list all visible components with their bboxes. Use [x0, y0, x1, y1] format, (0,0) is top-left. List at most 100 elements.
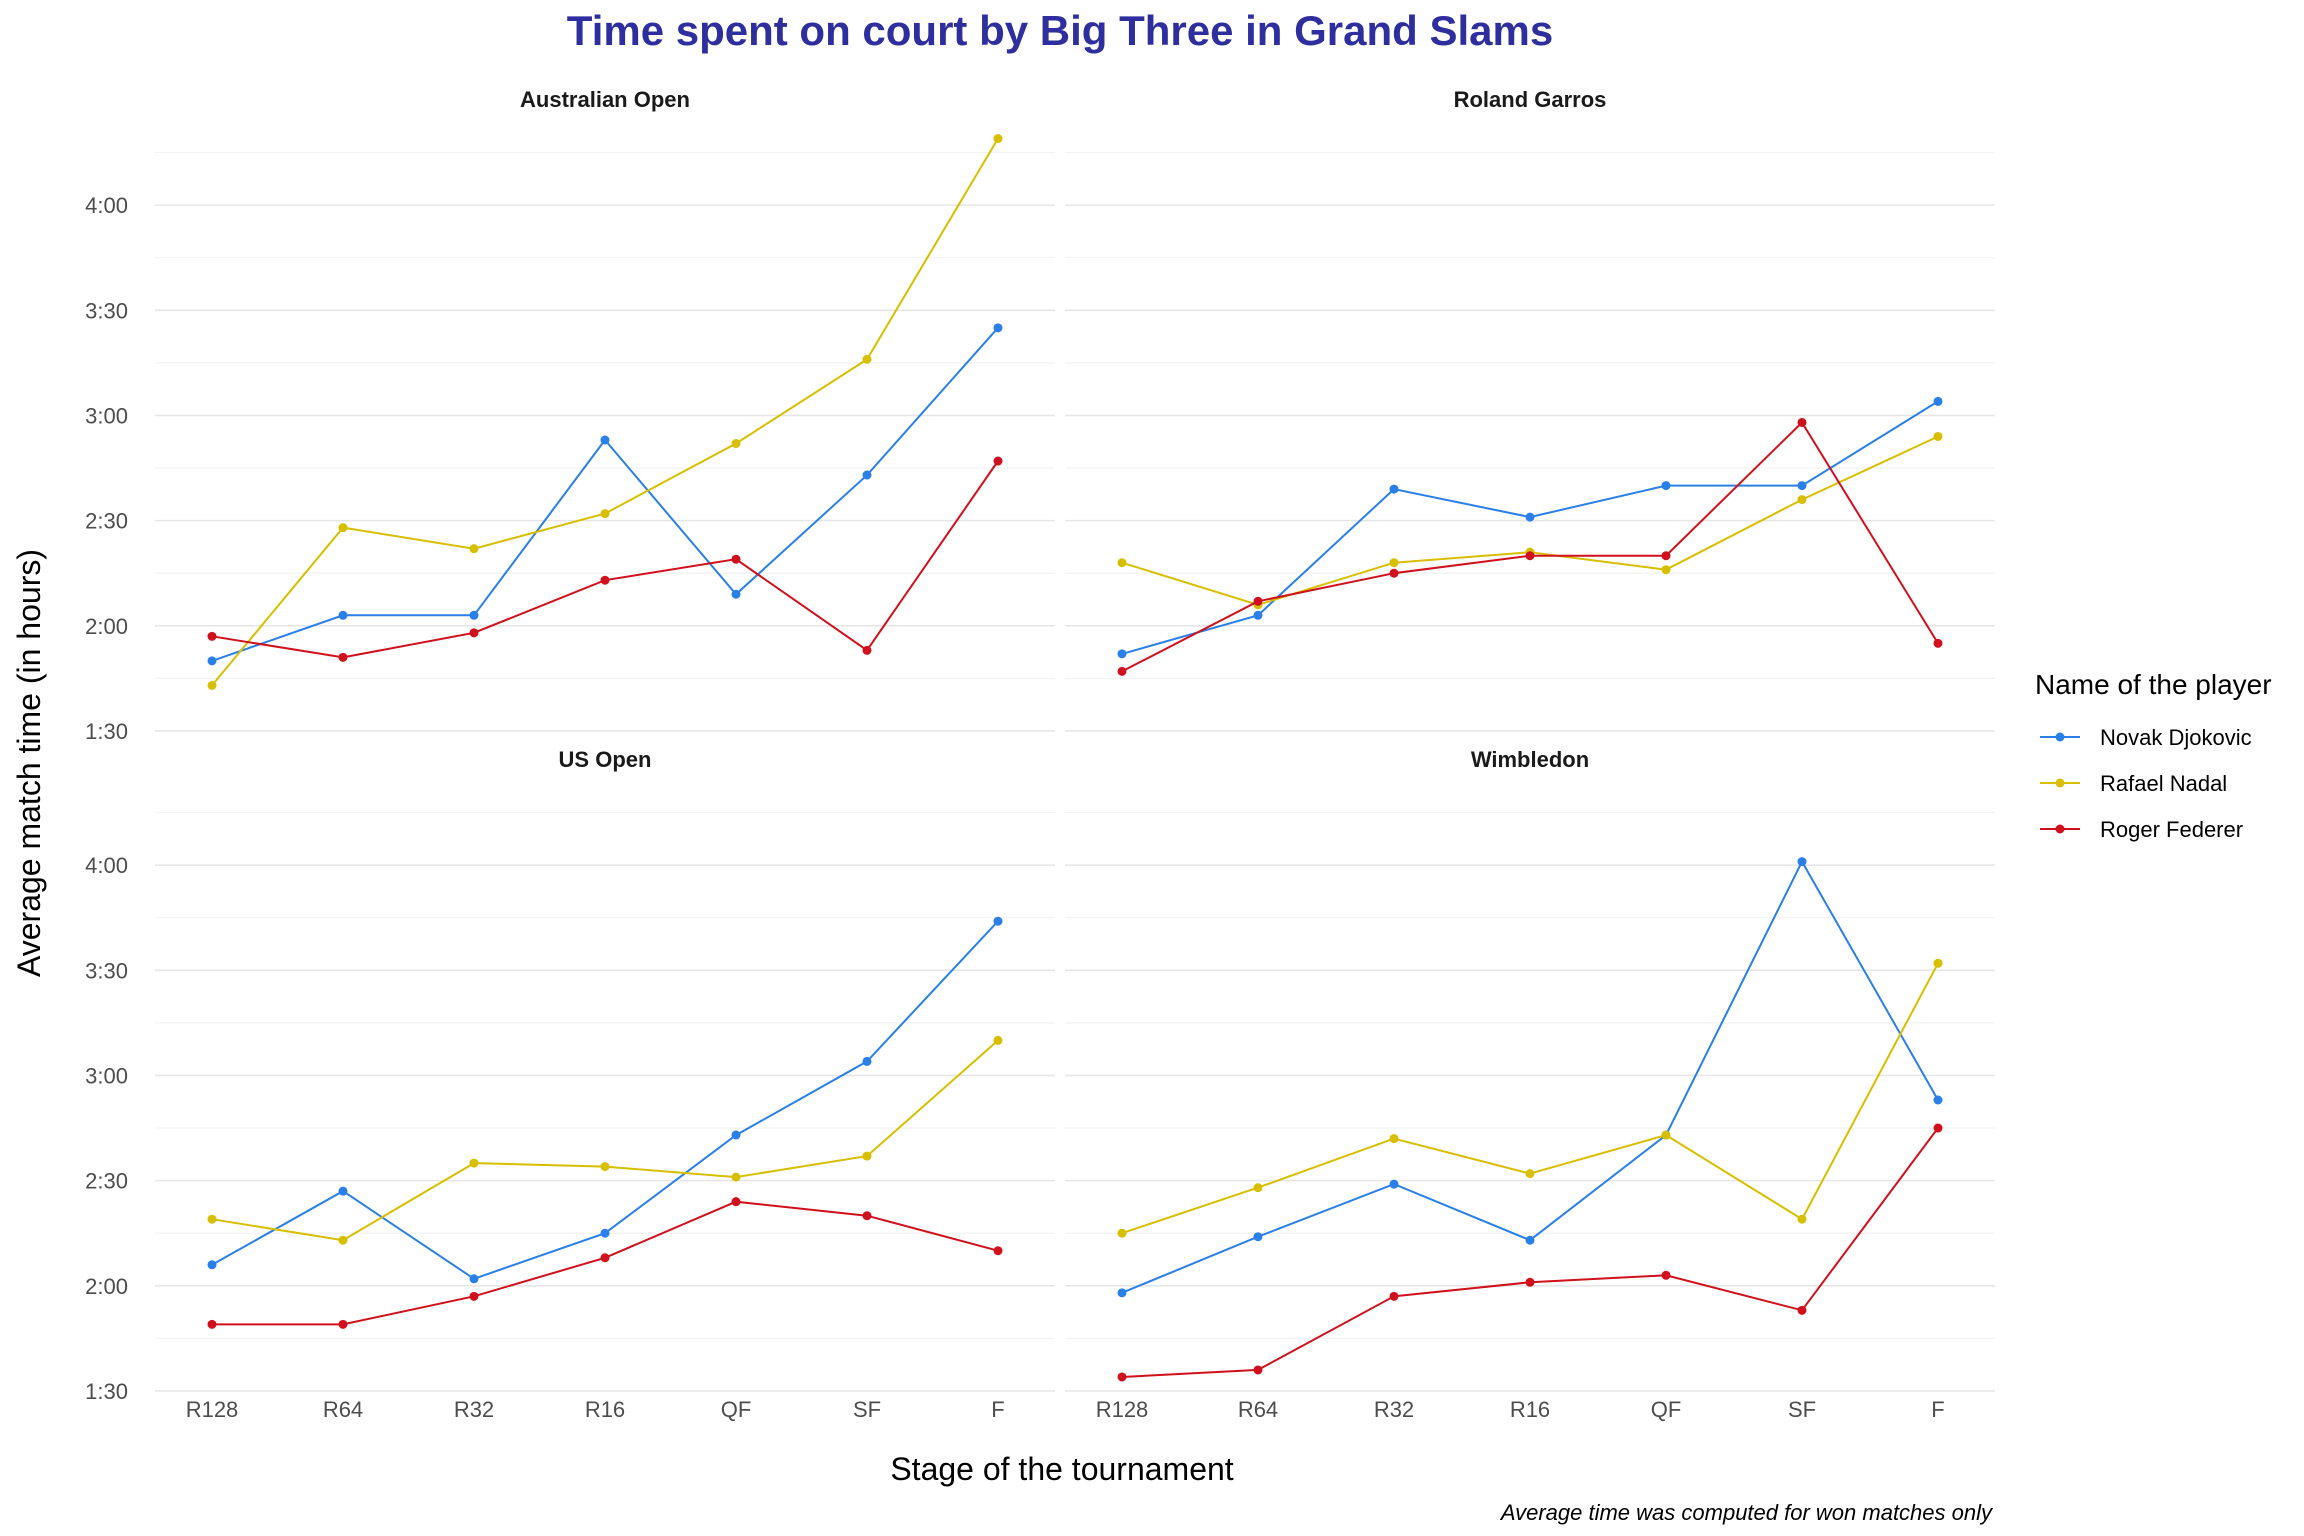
x-axis-title: Stage of the tournament	[890, 1451, 1233, 1487]
data-point	[1661, 1130, 1671, 1140]
x-tick-label: F	[1931, 1397, 1944, 1422]
data-point	[1253, 1183, 1263, 1193]
data-point	[338, 1319, 348, 1329]
data-point	[1117, 1372, 1127, 1382]
data-point	[600, 1162, 610, 1172]
data-point	[1797, 1214, 1807, 1224]
data-point	[993, 1035, 1003, 1045]
legend-item: Novak Djokovic	[2040, 725, 2252, 750]
data-point	[1117, 649, 1127, 659]
data-point	[1389, 568, 1399, 578]
data-point	[862, 645, 872, 655]
data-point	[469, 1274, 479, 1284]
data-point	[1933, 958, 1943, 968]
x-tick-label: R32	[454, 1397, 494, 1422]
data-point	[207, 1319, 217, 1329]
y-tick-label: 3:00	[85, 1063, 128, 1088]
data-point	[1525, 1169, 1535, 1179]
x-tick-label: SF	[853, 1397, 881, 1422]
x-tick-label: R128	[1096, 1397, 1149, 1422]
data-point	[1389, 1291, 1399, 1301]
data-point	[338, 523, 348, 533]
data-point	[1661, 565, 1671, 575]
data-point	[207, 680, 217, 690]
data-point	[1797, 857, 1807, 867]
chart-title: Time spent on court by Big Three in Gran…	[567, 7, 1553, 54]
y-tick-label: 3:30	[85, 958, 128, 983]
data-point	[1933, 431, 1943, 441]
data-point	[1933, 1095, 1943, 1105]
data-point	[1797, 417, 1807, 427]
data-point	[1117, 558, 1127, 568]
x-tick-label: R16	[585, 1397, 625, 1422]
data-point	[1933, 1123, 1943, 1133]
x-tick-label: R32	[1374, 1397, 1414, 1422]
data-point	[731, 554, 741, 564]
data-point	[207, 1260, 217, 1270]
data-point	[1389, 484, 1399, 494]
data-point	[600, 1228, 610, 1238]
data-point	[1661, 481, 1671, 491]
data-point	[1933, 638, 1943, 648]
data-point	[993, 323, 1003, 333]
y-tick-label: 3:30	[85, 298, 128, 323]
series-line-novak-djokovic	[1121, 400, 1939, 655]
legend-key-point	[2055, 824, 2065, 834]
data-point	[207, 1214, 217, 1224]
y-tick-label: 1:30	[85, 719, 128, 744]
y-tick-label: 2:30	[85, 1169, 128, 1194]
data-point	[993, 1246, 1003, 1256]
data-point	[469, 544, 479, 554]
panel-us-open: US Open 1:30 2:00 2:30 3:00 3:30 4:00	[85, 747, 1055, 1404]
data-point	[1933, 396, 1943, 406]
data-point	[469, 610, 479, 620]
series-line-roger-federer	[212, 1200, 999, 1326]
data-point	[1525, 512, 1535, 522]
x-tick-label: R64	[323, 1397, 363, 1422]
series-line-rafael-nadal	[211, 137, 999, 687]
y-tick-label: 2:00	[85, 1274, 128, 1299]
x-tick-label: QF	[1651, 1397, 1682, 1422]
legend-key-point	[2055, 778, 2065, 788]
data-point	[1253, 596, 1263, 606]
legend-item: Rafael Nadal	[2040, 771, 2227, 796]
data-point	[1661, 551, 1671, 561]
y-tick-label: 2:30	[85, 509, 128, 534]
data-point	[1253, 1232, 1263, 1242]
data-point	[1661, 1270, 1671, 1280]
legend-label: Novak Djokovic	[2100, 725, 2252, 750]
data-point	[1389, 1134, 1399, 1144]
data-point	[993, 456, 1003, 466]
data-point	[469, 1158, 479, 1168]
chart-panels: Australian Open 1:30 2:00 2:30 3:00 3:30 4:00 R…	[85, 87, 1995, 1404]
data-point	[1117, 1288, 1127, 1298]
panel-title: US Open	[559, 747, 652, 772]
data-point	[1253, 610, 1263, 620]
data-point	[338, 652, 348, 662]
data-point	[469, 1291, 479, 1301]
data-point	[338, 610, 348, 620]
panel-title: Roland Garros	[1454, 87, 1607, 112]
series-line-novak-djokovic	[211, 920, 999, 1280]
data-point	[600, 1253, 610, 1263]
panel-australian-open: Australian Open 1:30 2:00 2:30 3:00 3:30 4:00	[85, 87, 1055, 744]
data-point	[1389, 558, 1399, 568]
series-line-novak-djokovic	[1121, 859, 1939, 1294]
legend-label: Rafael Nadal	[2100, 771, 2227, 796]
data-point	[1797, 481, 1807, 491]
data-point	[862, 1151, 872, 1161]
data-point	[731, 589, 741, 599]
data-point	[600, 509, 610, 519]
y-axis-title: Average match time (in hours)	[11, 549, 47, 977]
data-point	[993, 134, 1003, 144]
series-line-rafael-nadal	[1121, 962, 1939, 1235]
data-point	[731, 1172, 741, 1182]
data-point	[207, 631, 217, 641]
data-point	[1253, 1365, 1263, 1375]
data-point	[1797, 495, 1807, 505]
data-point	[731, 439, 741, 449]
data-point	[862, 354, 872, 364]
data-point	[1525, 551, 1535, 561]
data-point	[993, 916, 1003, 926]
